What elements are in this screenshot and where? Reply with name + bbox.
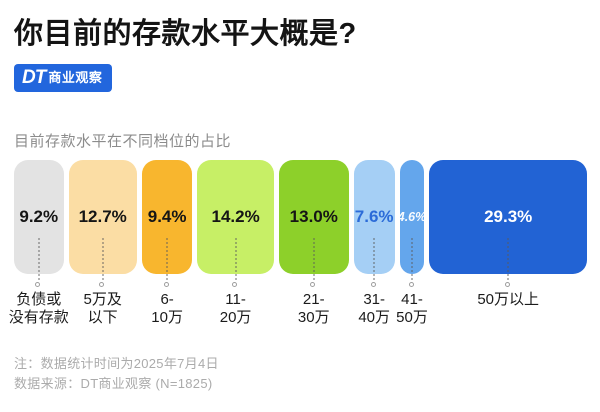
connector-dotted-line: [411, 238, 413, 281]
connector-dotted-line: [312, 238, 315, 281]
bar-segment-4: 14.2% 11- 20万: [197, 160, 274, 328]
note-source: 数据来源：DT商业观察 (N=1825): [14, 376, 213, 392]
connector-dot: [35, 282, 41, 288]
connector-dot: [99, 282, 105, 288]
bar-fill: [278, 160, 349, 275]
category-label: 5万及 以下: [83, 291, 122, 327]
footnotes: 注：数据统计时间为2025年7月4日 数据来源：DT商业观察 (N=1825): [14, 354, 587, 394]
bar-value-label: 29.3%: [484, 207, 533, 227]
connector-dotted-line: [37, 238, 40, 281]
category-label: 21- 30万: [297, 291, 330, 327]
dt-logo-mark: DT: [22, 67, 46, 89]
connector-dot: [163, 282, 169, 288]
category-label: 41- 50万: [396, 291, 428, 327]
bar-fill: [429, 160, 588, 275]
connector-dot: [232, 282, 238, 288]
connector-dot: [504, 282, 510, 288]
connector-dot: [370, 282, 376, 288]
bar-segment-3: 9.4% 6- 10万: [141, 160, 193, 328]
bar-segment-7: 4.6% 41- 50万: [396, 160, 428, 328]
connector-dotted-line: [166, 238, 169, 281]
bar-fill: [68, 160, 137, 275]
bar-segment-2: 12.7% 5万及 以下: [68, 160, 137, 328]
bar-fill: [14, 160, 64, 275]
page-title: 你目前的存款水平大概是?: [14, 18, 357, 50]
connector-dot: [408, 282, 414, 288]
bar-segment-5: 13.0% 21- 30万: [278, 160, 349, 328]
category-label: 11- 20万: [219, 291, 252, 327]
connector-dotted-line: [373, 238, 376, 281]
bar-fill: [141, 160, 193, 275]
category-label: 50万以上: [477, 291, 540, 309]
bar-value-label: 12.7%: [78, 207, 127, 227]
connector-dot: [310, 282, 316, 288]
dt-logo: DT 商业观察: [14, 64, 113, 93]
chart-subtitle: 目前存款水平在不同档位的占比: [14, 133, 232, 151]
bar-segment-8: 29.3% 50万以上: [429, 160, 588, 328]
dt-logo-name: 商业观察: [48, 70, 103, 86]
savings-distribution-chart: 9.2% 负债或 没有存款 12.7% 5万及 以下 9.4% 6- 10万 14.2% 11- 20…: [9, 160, 588, 328]
bar-value-label: 14.2%: [211, 207, 260, 227]
bar-segment-1: 9.2% 负债或 没有存款: [9, 160, 69, 328]
bar-value-label: 7.6%: [354, 207, 394, 227]
bar-fill: [399, 160, 425, 275]
bar-segment-6: 7.6% 31- 40万: [353, 160, 395, 328]
bar-fill: [353, 160, 395, 275]
connector-dotted-line: [507, 238, 510, 281]
bar-value-label: 9.2%: [19, 207, 59, 227]
bar-value-label: 9.4%: [147, 207, 187, 227]
category-label: 6- 10万: [151, 291, 183, 327]
category-label: 31- 40万: [358, 291, 391, 327]
category-label: 负债或 没有存款: [8, 291, 69, 327]
connector-dotted-line: [234, 238, 237, 281]
note-date: 注：数据统计时间为2025年7月4日: [14, 356, 219, 372]
bar-value-label: 13.0%: [289, 207, 338, 227]
bar-fill: [197, 160, 274, 275]
bar-value-label: 4.6%: [397, 210, 427, 225]
connector-dotted-line: [101, 238, 104, 281]
